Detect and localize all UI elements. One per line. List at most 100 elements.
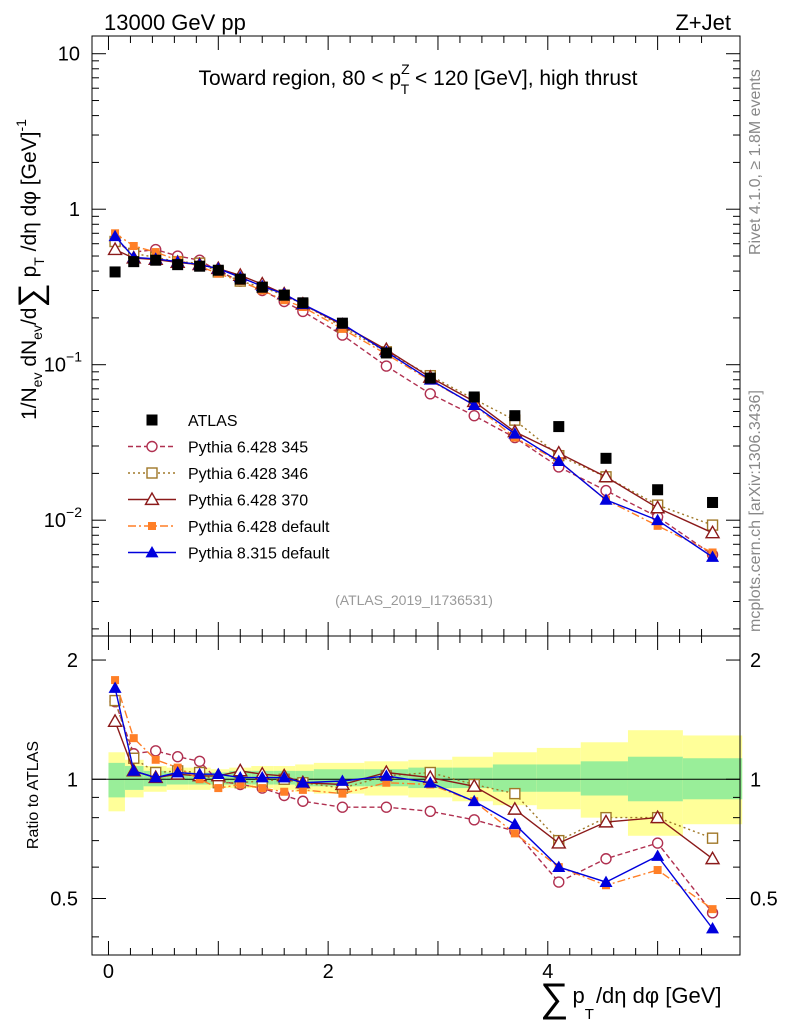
main-title: Toward region, 80 < pZ T < 120 [GeV], hig…	[199, 61, 638, 97]
xlabel-p: p	[573, 983, 585, 1008]
ratio-point	[466, 778, 482, 792]
data-point	[212, 264, 224, 276]
main-point	[338, 324, 347, 333]
ratio-ytick-label-right: 2	[750, 650, 761, 672]
ratio-ytick-label-left: 0.5	[50, 888, 78, 910]
ratio-point	[255, 771, 269, 783]
ratio-point	[258, 784, 267, 793]
ratio-point	[338, 789, 347, 798]
ylabel-e-sup: -1	[13, 119, 29, 132]
main-point	[599, 493, 613, 505]
main-point	[508, 427, 522, 439]
ratio-point	[211, 767, 225, 780]
main-point	[653, 521, 662, 530]
ratio-point	[297, 795, 309, 807]
main-line	[114, 248, 713, 534]
ratio-point	[509, 787, 521, 800]
xlabel-sub: T	[585, 1006, 594, 1023]
ratio-point	[552, 860, 566, 873]
ratio-point	[335, 774, 349, 786]
legend-marker	[146, 414, 158, 426]
data-point	[380, 347, 392, 359]
ratio-point	[653, 866, 662, 875]
data-point	[278, 289, 290, 301]
ratio-point	[171, 751, 184, 763]
legend-label: Pythia 6.428 default	[188, 519, 330, 536]
ratio-point	[651, 837, 664, 849]
ratio-point	[379, 769, 393, 781]
main-point	[651, 513, 665, 526]
main-ylabel: 1/Nev dNev/d∑ pT /dη dφ [GeV]-1	[12, 119, 50, 420]
main-ytick-label: 10−1	[44, 349, 82, 377]
data-point	[336, 317, 348, 329]
ratio-point	[280, 787, 289, 796]
ratio-point	[195, 775, 204, 784]
band-inner	[492, 764, 537, 792]
main-point	[424, 388, 436, 400]
data-point	[509, 410, 521, 422]
main-point	[467, 398, 481, 410]
data-point	[172, 259, 184, 271]
ratio-point	[149, 771, 163, 783]
ratio-point	[704, 850, 721, 865]
main-point	[380, 360, 393, 372]
ratio-point	[129, 734, 138, 743]
ratio-point	[193, 755, 206, 768]
ratio-point	[111, 676, 120, 685]
ratio-point	[236, 780, 245, 789]
legend-marker	[146, 440, 158, 453]
main-point	[649, 499, 666, 514]
ylabel-sum: ∑	[12, 283, 50, 307]
header-right: Z+Jet	[675, 10, 731, 35]
band-inner	[536, 764, 581, 792]
legend-label: Pythia 6.428 346	[188, 466, 308, 483]
ratio-point	[107, 713, 123, 727]
ratio-point	[214, 784, 223, 793]
ratio-point	[706, 921, 720, 934]
ratio-point	[127, 764, 141, 776]
legend-label: Pythia 8.315 default	[188, 546, 330, 563]
main-point	[129, 241, 138, 250]
tick-exp: −2	[66, 504, 82, 520]
xlabel-sum: ∑	[540, 976, 569, 1020]
ratio-point	[708, 905, 717, 914]
ylabel-d-sub: T	[31, 257, 47, 266]
main-point	[151, 248, 160, 257]
tick-base: 10	[44, 510, 66, 532]
data-point	[256, 281, 268, 293]
ratio-point	[551, 835, 567, 849]
main-point	[108, 229, 122, 242]
data-point	[297, 297, 309, 309]
title-sup: Z	[401, 61, 410, 77]
ratio-point	[424, 805, 436, 818]
ratio-point	[507, 801, 523, 815]
legend-label: ATLAS	[188, 413, 238, 430]
rivet-label: Rivet 4.1.0, ≥ 1.8M events	[747, 69, 764, 255]
legend-marker	[148, 522, 156, 530]
ratio-ytick-label-left: 2	[67, 650, 78, 672]
ratio-point	[598, 814, 614, 828]
xlabel-rest: /dη dφ [GeV]	[596, 983, 722, 1008]
ylabel-e: /dη dφ [GeV]	[18, 132, 41, 258]
data-point	[707, 496, 719, 508]
main-point	[468, 409, 480, 422]
ratio-point	[599, 875, 613, 887]
main-ytick-label: 1	[69, 199, 80, 221]
data-point	[424, 372, 436, 384]
ratio-point	[423, 776, 437, 788]
data-point	[128, 256, 140, 268]
ratio-point	[151, 755, 160, 764]
ratio-point	[296, 776, 310, 788]
ratio-point	[150, 745, 162, 757]
ratio-point	[336, 801, 349, 813]
ratio-point	[298, 785, 307, 794]
data-point	[194, 260, 206, 272]
ratio-point	[380, 801, 393, 813]
analysis-id: (ATLAS_2019_I1736531)	[335, 592, 493, 608]
title-prefix: Toward region, 80 < p	[199, 67, 402, 90]
header-left: 13000 GeV pp	[104, 10, 246, 35]
ratio-point	[651, 849, 665, 861]
ylabel-c: /d	[18, 308, 41, 326]
